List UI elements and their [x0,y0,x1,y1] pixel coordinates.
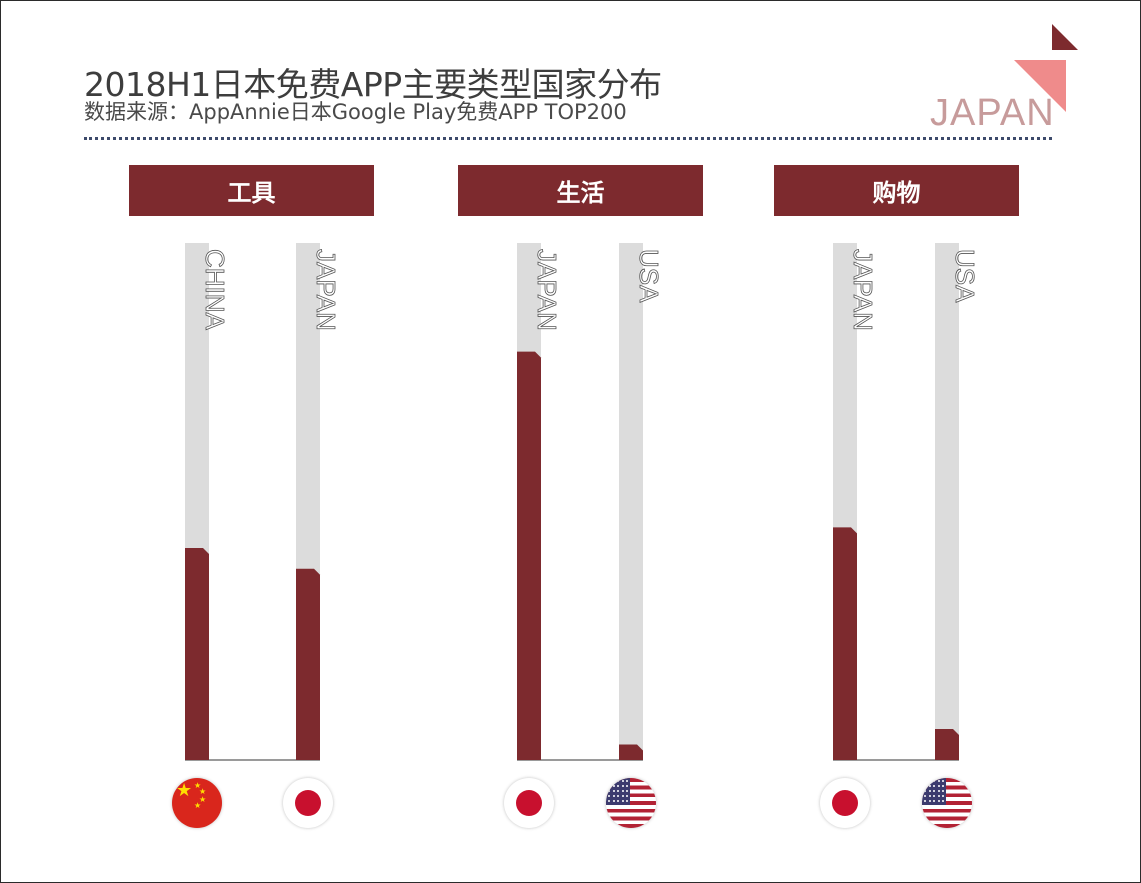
category-header-shopping: 购物 [774,165,1019,216]
japan-flag-icon [820,778,870,828]
chart-title: 2018H1日本免费APP主要类型国家分布 [84,65,662,104]
country-label: CHINA [200,249,230,331]
usa-flag-icon [922,778,972,828]
chart-subtitle: 数据来源：AppAnnie日本Google Play免费APP TOP200 [84,100,627,124]
country-label: USA [634,249,664,303]
japan-flag-icon [504,778,554,828]
bar [833,527,857,760]
bar-track [935,243,959,760]
bar [517,351,541,760]
dotted-divider [84,137,1052,140]
category-header-tools: 工具 [129,165,374,216]
bar [185,548,209,760]
country-label: USA [950,249,980,303]
bar [935,728,959,760]
bar [296,568,320,760]
japan-flag-icon [283,778,333,828]
corner-triangle-icon [1014,24,1078,112]
bar [619,744,643,760]
category-header-life: 生活 [458,165,703,216]
japan-badge: JAPAN [930,92,1055,134]
china-flag-icon: ★ ★ ★ ★ ★ [172,778,222,828]
country-label: JAPAN [311,249,341,331]
country-label: JAPAN [532,249,562,331]
bar-track [619,243,643,760]
usa-flag-icon [606,778,656,828]
country-label: JAPAN [848,249,878,331]
